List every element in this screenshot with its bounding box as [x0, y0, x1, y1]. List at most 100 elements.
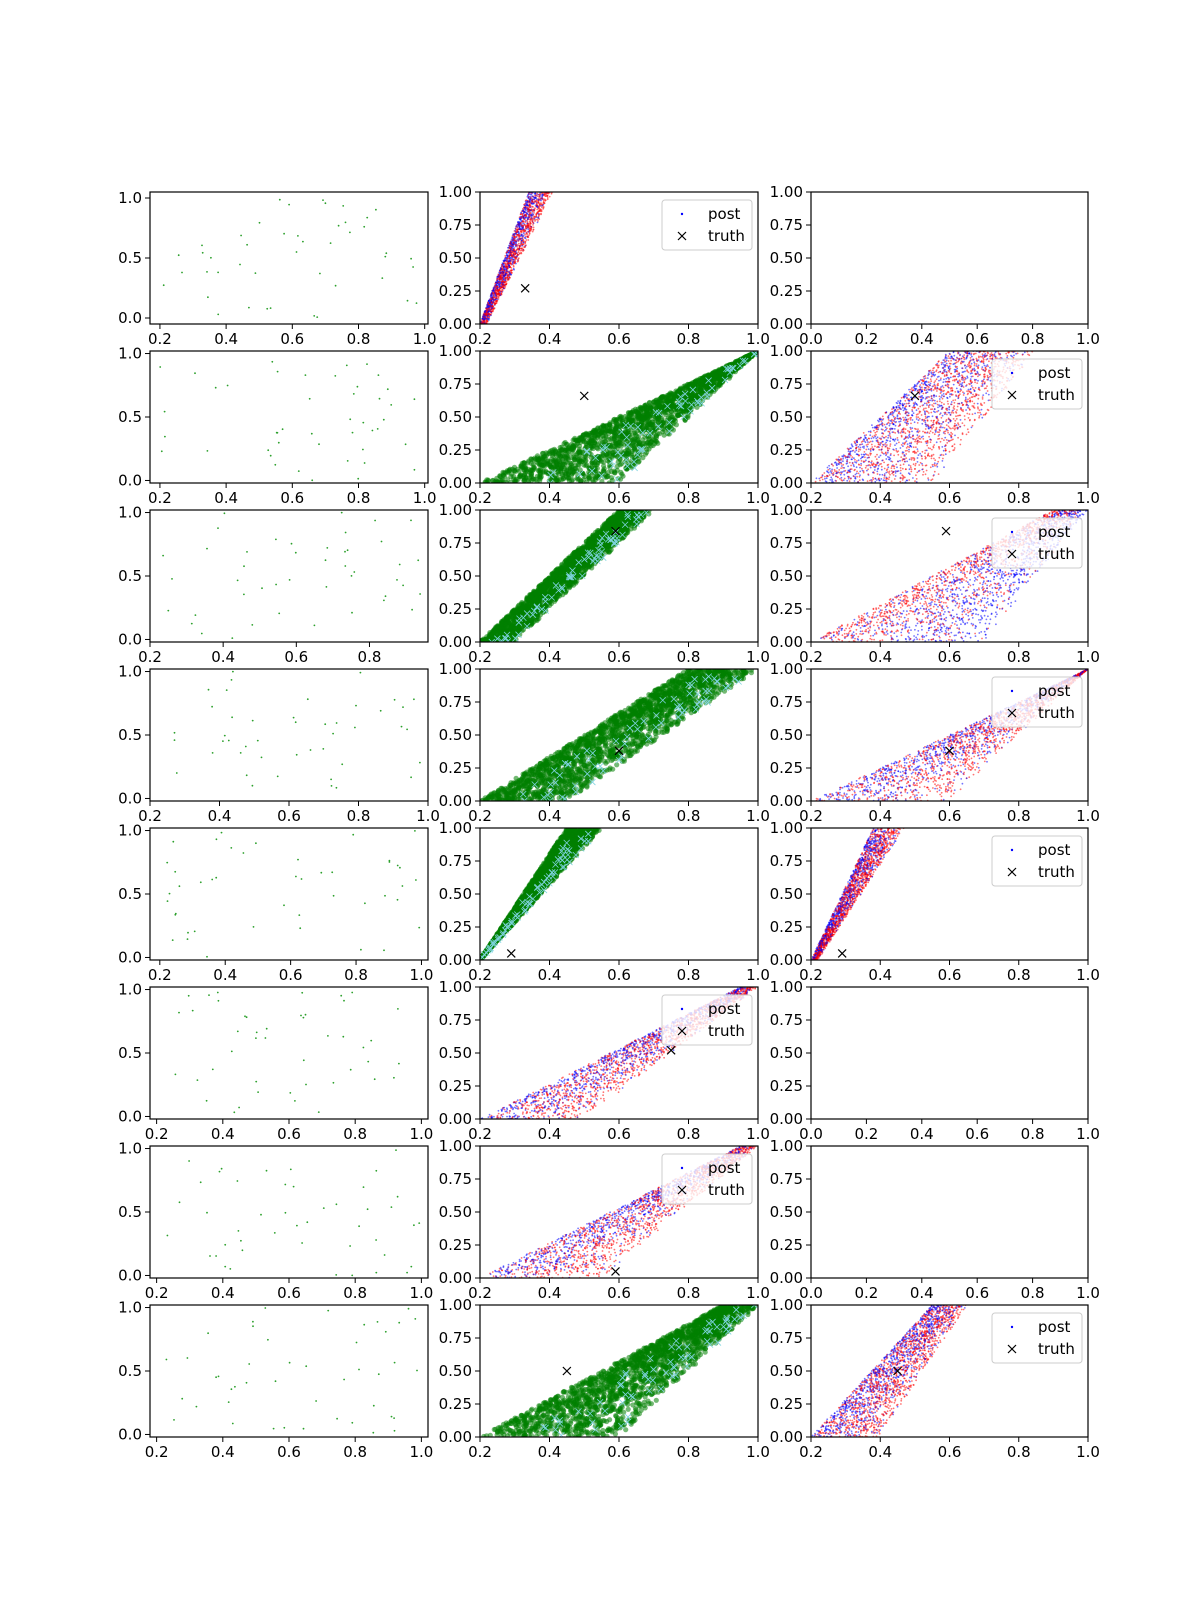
data-point — [560, 476, 567, 482]
data-point — [538, 210, 541, 213]
data-point — [506, 270, 509, 272]
y-tick-label: 0.75 — [439, 375, 472, 393]
scatter-points — [482, 351, 758, 483]
data-point — [201, 244, 203, 247]
data-point — [909, 466, 912, 469]
data-point — [529, 193, 532, 196]
data-point — [839, 477, 841, 480]
posterior-marker — [592, 454, 599, 462]
data-point — [874, 480, 877, 483]
data-point — [511, 464, 518, 470]
data-point — [929, 382, 932, 385]
data-point — [610, 450, 616, 456]
data-point — [521, 477, 528, 483]
data-point — [503, 281, 506, 283]
data-point — [527, 197, 530, 200]
data-point — [518, 226, 521, 229]
data-point — [941, 460, 944, 462]
data-point — [929, 378, 932, 381]
data-point — [947, 355, 950, 357]
data-point — [528, 199, 531, 201]
data-point — [914, 396, 916, 399]
data-point — [501, 288, 503, 291]
data-point — [939, 379, 942, 381]
data-point — [964, 367, 967, 369]
legend-post-marker — [680, 212, 684, 216]
data-point — [376, 428, 379, 430]
data-point — [522, 224, 524, 227]
data-point — [540, 213, 542, 216]
data-point — [880, 468, 883, 471]
data-point — [514, 230, 517, 232]
data-point — [838, 456, 840, 458]
data-point — [524, 217, 527, 219]
data-point — [534, 196, 537, 199]
data-point — [915, 428, 917, 431]
data-point — [904, 432, 907, 435]
data-point — [899, 467, 902, 469]
data-point — [535, 194, 537, 197]
posterior-marker — [624, 462, 631, 470]
data-point — [536, 208, 539, 211]
data-point — [511, 243, 514, 246]
data-point — [248, 306, 250, 309]
data-point — [922, 473, 924, 476]
data-point — [181, 271, 183, 274]
data-point — [494, 287, 497, 290]
data-point — [538, 467, 544, 473]
data-point — [943, 439, 945, 441]
data-point — [890, 480, 893, 482]
data-point — [924, 417, 927, 419]
data-point — [954, 422, 956, 425]
y-tick-label: 0.75 — [439, 216, 472, 234]
data-point — [825, 477, 828, 480]
data-point — [384, 255, 387, 258]
data-point — [643, 440, 650, 446]
data-point — [524, 207, 527, 210]
data-point — [509, 252, 512, 255]
data-point — [885, 471, 888, 474]
data-point — [877, 464, 880, 467]
data-point — [531, 221, 534, 224]
data-point — [966, 375, 969, 378]
legend-post-label: post — [708, 205, 741, 223]
data-point — [542, 203, 545, 206]
data-point — [493, 301, 496, 304]
data-point — [902, 416, 904, 419]
data-point — [533, 215, 536, 218]
data-point — [892, 415, 895, 418]
data-point — [865, 453, 868, 456]
x-tick-label: 0.2 — [148, 330, 172, 348]
data-point — [967, 388, 970, 391]
data-point — [346, 460, 349, 462]
data-point — [926, 431, 929, 434]
data-point — [322, 199, 324, 202]
data-point — [912, 437, 914, 440]
data-point — [552, 457, 558, 463]
data-point — [885, 439, 888, 442]
data-point — [983, 376, 986, 379]
posterior-marker — [751, 351, 758, 357]
data-point — [928, 455, 931, 458]
data-point — [922, 471, 925, 473]
data-point — [656, 416, 662, 422]
data-point — [508, 247, 511, 250]
data-point — [586, 472, 592, 478]
data-point — [302, 240, 304, 243]
data-point — [673, 422, 680, 428]
x-tick-label: 0.6 — [965, 330, 989, 348]
data-point — [842, 479, 845, 482]
data-point — [557, 448, 563, 454]
data-point — [904, 435, 907, 438]
data-point — [162, 284, 165, 287]
data-point — [498, 294, 501, 297]
x-tick-label: 0.8 — [677, 489, 701, 507]
data-point — [917, 454, 920, 456]
data-point — [520, 216, 523, 219]
data-point — [878, 456, 880, 458]
data-point — [269, 307, 272, 309]
data-point — [815, 477, 818, 480]
data-point — [503, 283, 506, 286]
data-point — [329, 242, 332, 245]
data-point — [835, 470, 838, 473]
